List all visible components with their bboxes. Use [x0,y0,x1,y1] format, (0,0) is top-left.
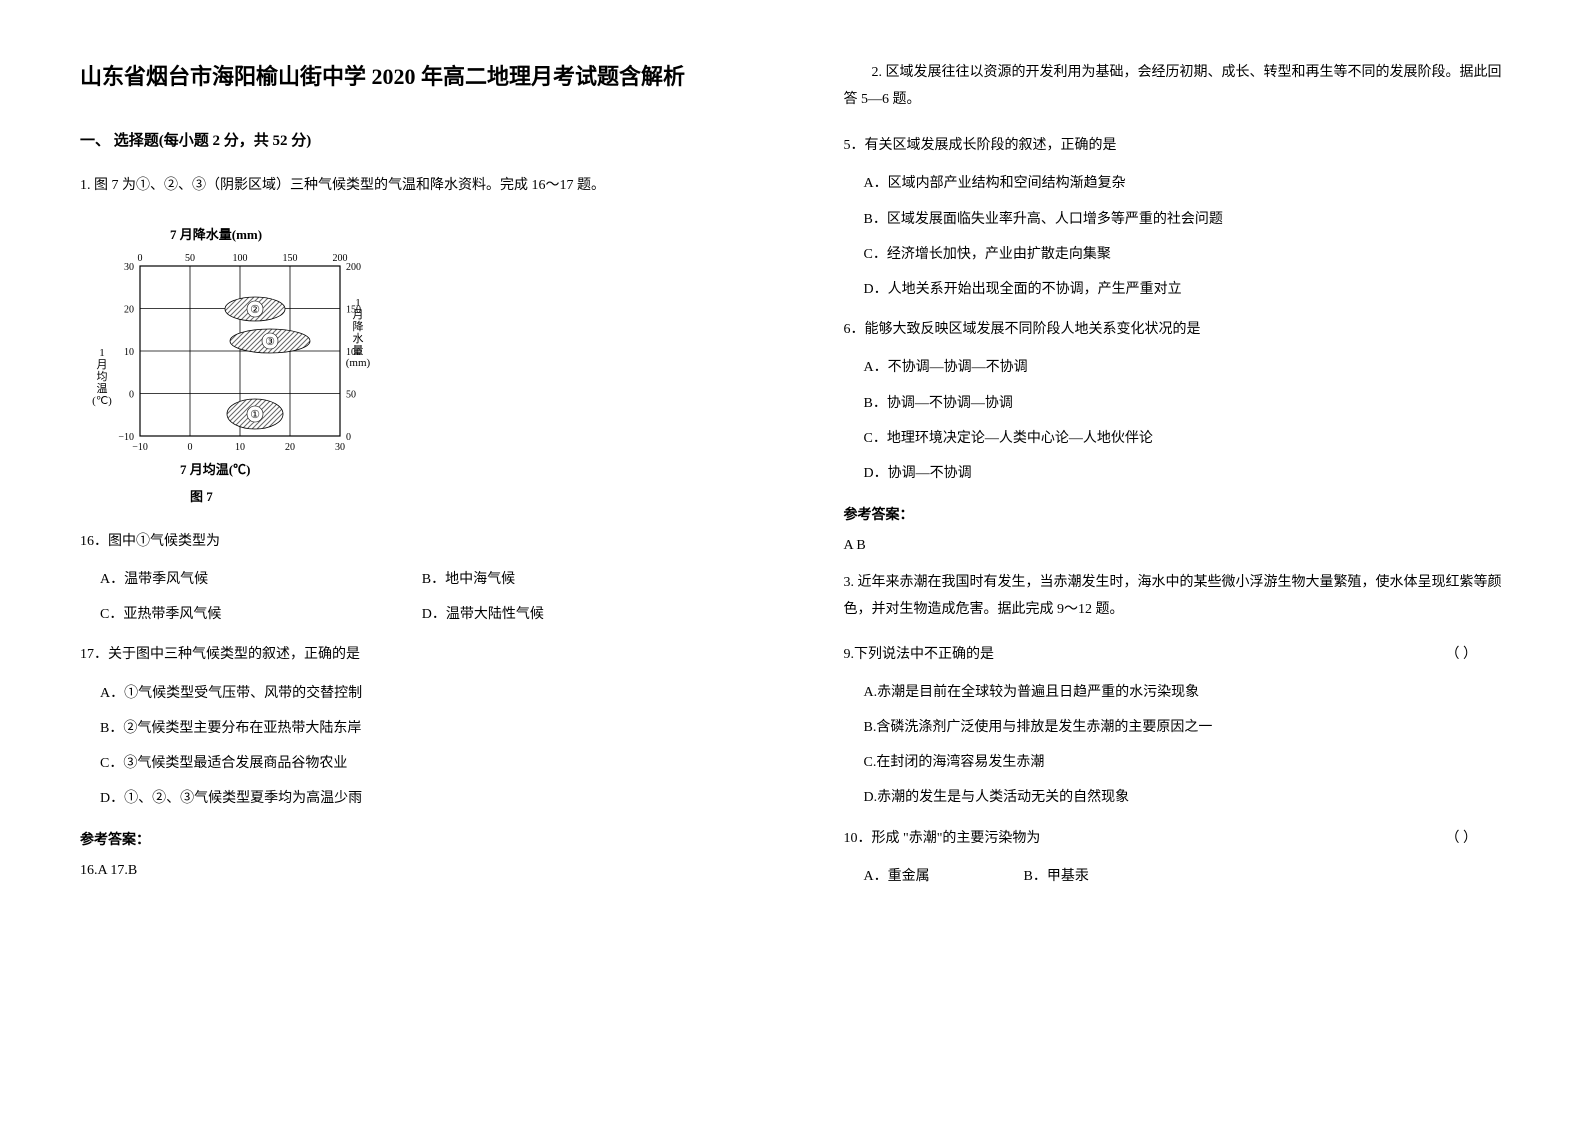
q9-stem: 9.下列说法中不正确的是 （ ） [844,642,1508,667]
q10-option-a: A．重金属 [864,864,1024,889]
right-tick-2: 100 [346,347,361,358]
left-tick-4: 30 [124,262,134,273]
q3-context: 3. 近年来赤潮在我国时有发生，当赤潮发生时，海水中的某些微小浮游生物大量繁殖，… [844,570,1508,623]
q6-option-d: D．协调—不协调 [864,461,1508,486]
answer2-text: A B [844,533,1508,558]
right-column: 2. 区域发展往往以资源的开发利用为基础，会经历初期、成长、转型和再生等不同的发… [824,60,1508,1062]
q1-stem: 1. 图 7 为①、②、③（阴影区域）三种气候类型的气温和降水资料。完成 16～… [80,173,744,200]
top-tick-3: 150 [283,253,298,264]
bottom-tick-4: 30 [335,442,345,453]
q6-option-c: C．地理环境决定论—人类中心论—人地伙伴论 [864,426,1508,451]
region-3-label: ③ [265,336,275,348]
q17-option-c: C．③气候类型最适合发展商品谷物农业 [100,751,744,776]
q16-option-b: B．地中海气候 [422,567,744,592]
q6-stem: 6．能够大致反映区域发展不同阶段人地关系变化状况的是 [844,317,1508,342]
bottom-tick-2: 10 [235,442,245,453]
q17-stem: 17．关于图中三种气候类型的叙述，正确的是 [80,642,744,667]
q5-option-c: C．经济增长加快，产业由扩散走向集聚 [864,242,1508,267]
q10-option-b: B．甲基汞 [1024,864,1089,889]
chart-top-title: 7 月降水量(mm) [170,223,262,246]
q9-option-d: D.赤潮的发生是与人类活动无关的自然现象 [864,785,1508,810]
answer1-label: 参考答案： [80,828,744,853]
left-tick-3: 20 [124,304,134,315]
q5-option-d: D．人地关系开始出现全面的不协调，产生严重对立 [864,277,1508,302]
q10-stem: 10．形成 "赤潮"的主要污染物为 （ ） [844,826,1508,851]
answer1-text: 16.A 17.B [80,858,744,883]
right-tick-0: 0 [346,432,351,443]
left-axis-label: 1月均温(℃) [92,347,112,407]
region-2-label: ② [250,304,260,316]
q2-context: 2. 区域发展往往以资源的开发利用为基础，会经历初期、成长、转型和再生等不同的发… [844,60,1508,113]
q10-stem-text: 10．形成 "赤潮"的主要污染物为 [844,831,1041,846]
exam-title: 山东省烟台市海阳榆山街中学 2020 年高二地理月考试题含解析 [80,60,744,93]
q16-option-a: A．温带季风气候 [100,567,422,592]
q9-option-b: B.含磷洗涤剂广泛使用与排放是发生赤潮的主要原因之一 [864,715,1508,740]
q5-stem: 5．有关区域发展成长阶段的叙述，正确的是 [844,133,1508,158]
q9-paren: （ ） [1446,642,1478,667]
q16-option-c: C．亚热带季风气候 [100,602,422,627]
q9-option-a: A.赤潮是目前在全球较为普遍且日趋严重的水污染现象 [864,680,1508,705]
right-tick-4: 200 [346,262,361,273]
section-1-heading: 一、 选择题(每小题 2 分，共 52 分) [80,128,744,155]
q9-stem-text: 9.下列说法中不正确的是 [844,647,995,662]
q5-option-b: B．区域发展面临失业率升高、人口增多等严重的社会问题 [864,207,1508,232]
right-tick-3: 150 [346,304,361,315]
top-tick-2: 100 [233,253,248,264]
q6-option-a: A．不协调—协调—不协调 [864,355,1508,380]
right-tick-1: 50 [346,389,356,400]
bottom-tick-3: 20 [285,442,295,453]
chart-svg: 1月均温(℃) 1月降水量(mm) [90,246,370,456]
bottom-tick-0: −10 [132,442,148,453]
region-1-label: ① [250,409,260,421]
left-tick-1: 0 [129,389,134,400]
q10-paren: （ ） [1446,826,1478,851]
answer2-label: 参考答案： [844,503,1508,528]
top-tick-0: 0 [138,253,143,264]
climate-chart: 7 月降水量(mm) 1月均温(℃) 1月降水量(mm) [90,223,744,509]
q17-option-a: A．①气候类型受气压带、风带的交替控制 [100,681,744,706]
q17-option-b: B．②气候类型主要分布在亚热带大陆东岸 [100,716,744,741]
plot-area: ① ② ③ 0 50 100 150 200 30 20 10 0 −10 20… [118,253,361,453]
q9-option-c: C.在封闭的海湾容易发生赤潮 [864,750,1508,775]
q16-stem: 16．图中①气候类型为 [80,529,744,554]
bottom-tick-1: 0 [188,442,193,453]
q16-option-d: D．温带大陆性气候 [422,602,744,627]
left-tick-2: 10 [124,347,134,358]
chart-bottom-title: 7 月均温(℃) [180,458,250,481]
chart-caption: 图 7 [190,485,213,508]
q6-option-b: B．协调—不协调—协调 [864,391,1508,416]
q5-option-a: A．区域内部产业结构和空间结构渐趋复杂 [864,171,1508,196]
left-column: 山东省烟台市海阳榆山街中学 2020 年高二地理月考试题含解析 一、 选择题(每… [80,60,764,1062]
top-tick-1: 50 [185,253,195,264]
q17-option-d: D．①、②、③气候类型夏季均为高温少雨 [100,786,744,811]
